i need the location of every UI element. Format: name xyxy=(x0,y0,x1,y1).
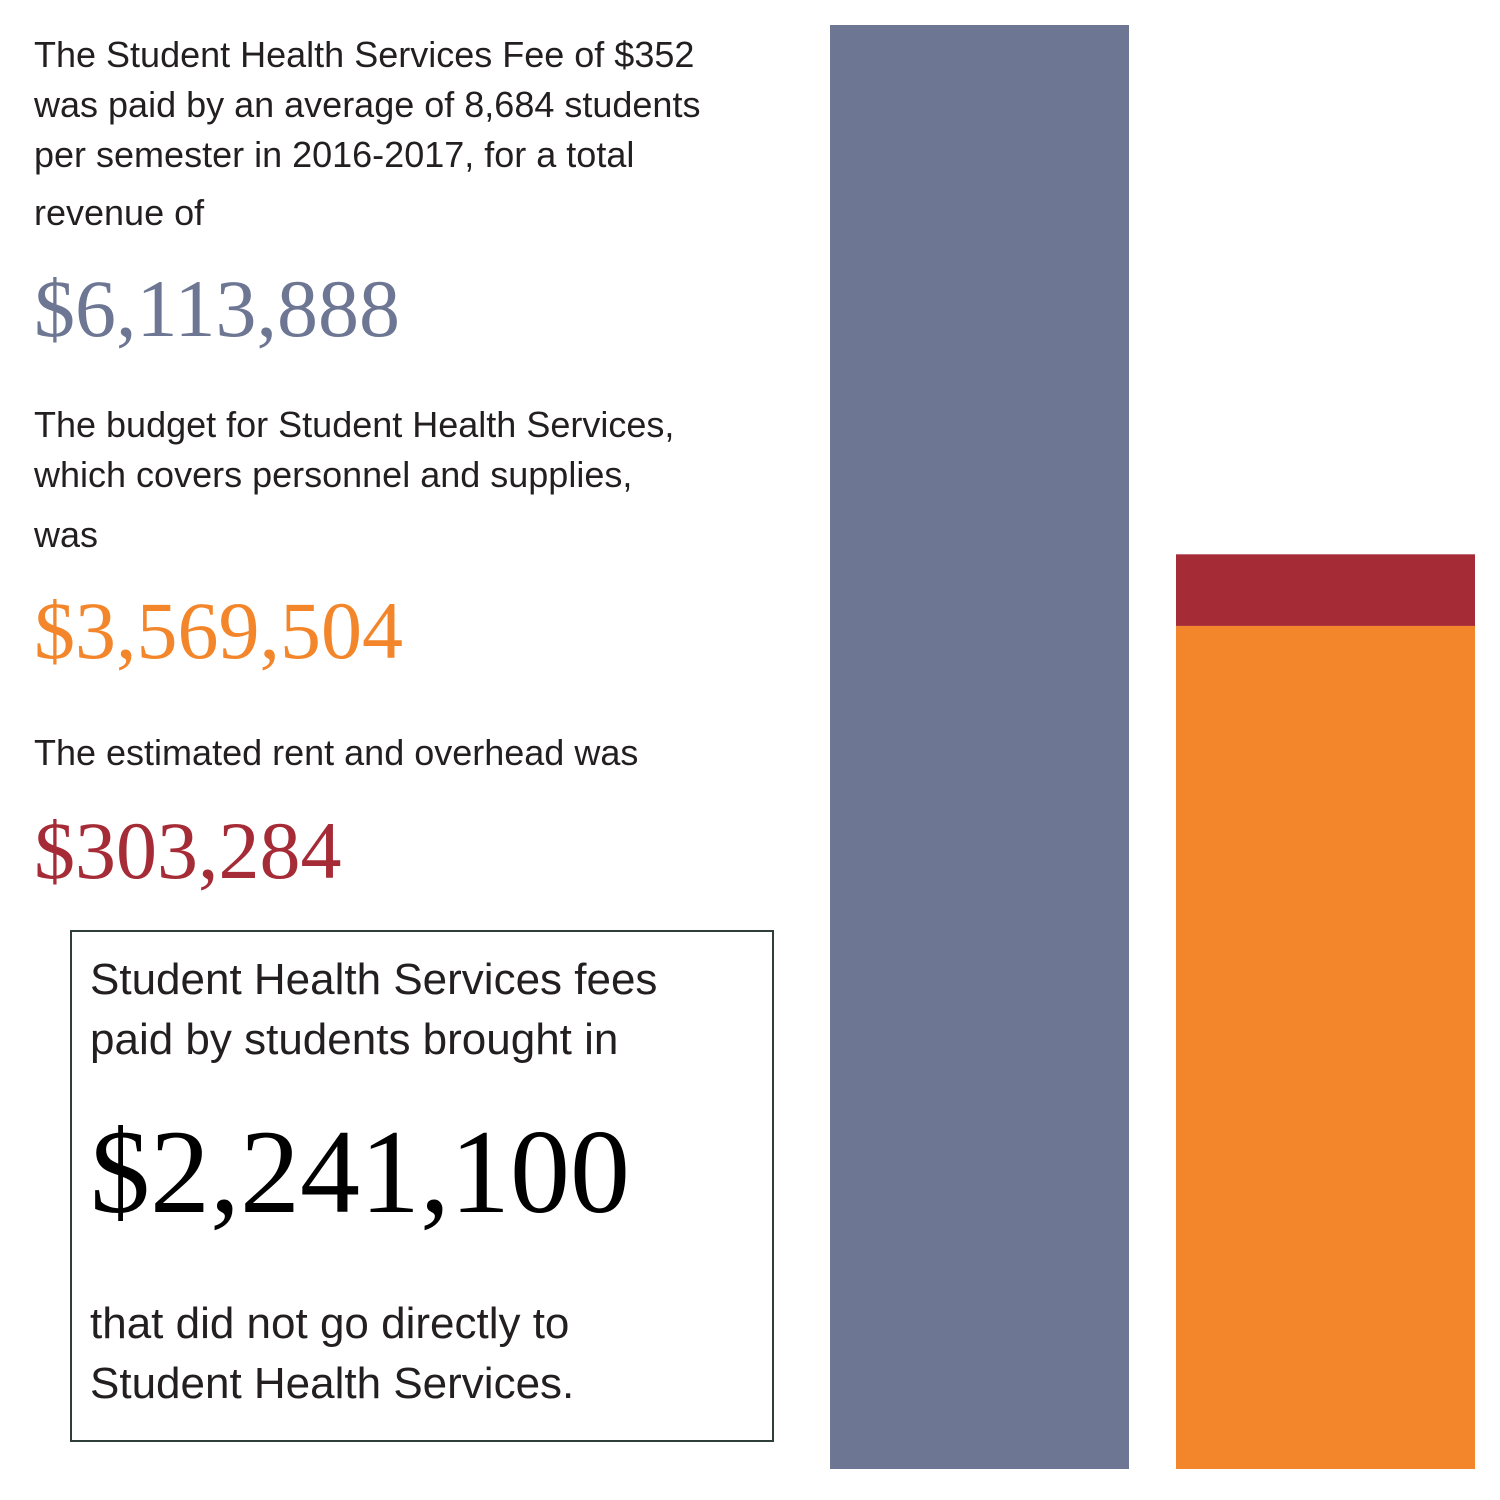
callout-text-after: that did not go directly to Student Heal… xyxy=(90,1294,750,1414)
callout-line: paid by students brought in xyxy=(90,1015,619,1064)
bar-segment-1-1 xyxy=(1176,625,1475,1469)
budget-paragraph: The budget for Student Health Services, … xyxy=(34,400,786,560)
revenue-amount: $6,113,888 xyxy=(34,263,400,354)
bar-chart xyxy=(830,25,1475,1469)
bar-segment-0-0 xyxy=(830,25,1129,1469)
budget-line: was xyxy=(34,514,99,555)
rent-amount: $303,284 xyxy=(34,805,342,896)
callout-line: Student Health Services fees xyxy=(90,955,658,1004)
callout-box: Student Health Services fees paid by stu… xyxy=(70,930,774,1442)
callout-text-before: Student Health Services fees paid by stu… xyxy=(90,950,750,1070)
intro-line: The Student Health Services Fee of $352 xyxy=(34,34,695,75)
budget-line: which covers personnel and supplies, xyxy=(34,454,633,495)
rent-paragraph: The estimated rent and overhead was xyxy=(34,732,639,773)
intro-line: revenue of xyxy=(34,192,205,233)
intro-paragraph: The Student Health Services Fee of $352 … xyxy=(34,30,786,238)
callout-line: that did not go directly to xyxy=(90,1299,570,1348)
callout-amount: $2,241,100 xyxy=(90,1105,630,1238)
callout-line: Student Health Services. xyxy=(90,1359,575,1408)
bar-segment-1-2 xyxy=(1176,554,1475,626)
budget-line: The budget for Student Health Services, xyxy=(34,404,675,445)
budget-amount: $3,569,504 xyxy=(34,585,403,676)
intro-line: per semester in 2016-2017, for a total xyxy=(34,134,635,175)
intro-line: was paid by an average of 8,684 students xyxy=(34,84,701,125)
